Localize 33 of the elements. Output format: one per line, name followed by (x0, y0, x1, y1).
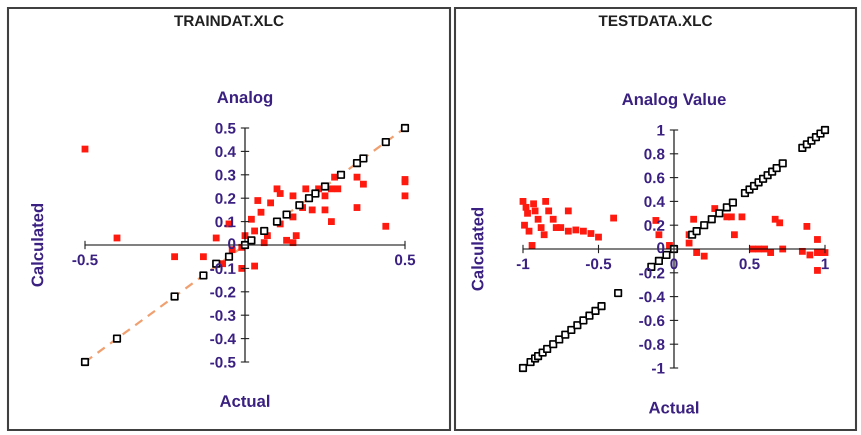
y-tick-label: 0.1 (215, 216, 236, 228)
y-tick-label: 0.2 (644, 220, 664, 231)
x-tick-label: 0.5 (394, 254, 416, 266)
chart-title: Analog (217, 90, 272, 107)
y-tick-label: -0.5 (210, 356, 236, 368)
y-tick-label: -0.4 (210, 333, 236, 344)
text: TRAINDAT.XLC (174, 15, 284, 26)
x-tick-label: -1 (516, 258, 530, 270)
chart-title: Analog Value (622, 92, 726, 109)
y-tick-label: 0.4 (215, 146, 236, 158)
y-tick-label: 0.2 (215, 193, 236, 204)
y-axis-title: Calculated (31, 204, 44, 286)
y-tick-label: 1 (657, 125, 665, 136)
y-tick-label: -0.4 (639, 291, 665, 302)
y-tick-label: 0.3 (215, 170, 236, 181)
text: TESTDATA.XLC (598, 15, 712, 26)
y-axis-title: Calculated (471, 208, 484, 290)
x-tick-label: 0.5 (739, 258, 760, 270)
y-tick-label: -0.6 (639, 315, 664, 326)
y-tick-label: 0.8 (644, 148, 665, 160)
y-tick-label: 0.4 (644, 196, 665, 208)
y-tick-label: 0.6 (644, 172, 664, 184)
x-axis-title: Actual (220, 394, 270, 407)
y-tick-label: -0.3 (210, 310, 236, 321)
x-axis-title: Actual (648, 401, 698, 414)
y-tick-label: -0.2 (210, 286, 236, 298)
x-tick-label: -0.5 (586, 258, 612, 270)
y-tick-label: -0.2 (639, 268, 664, 278)
x-tick-label: 1 (822, 258, 829, 270)
y-tick-label: 0.5 (215, 122, 236, 134)
y-tick-label: -0.8 (639, 339, 665, 350)
y-tick-label: -1 (652, 363, 665, 374)
x-tick-label: -0.5 (72, 254, 98, 266)
